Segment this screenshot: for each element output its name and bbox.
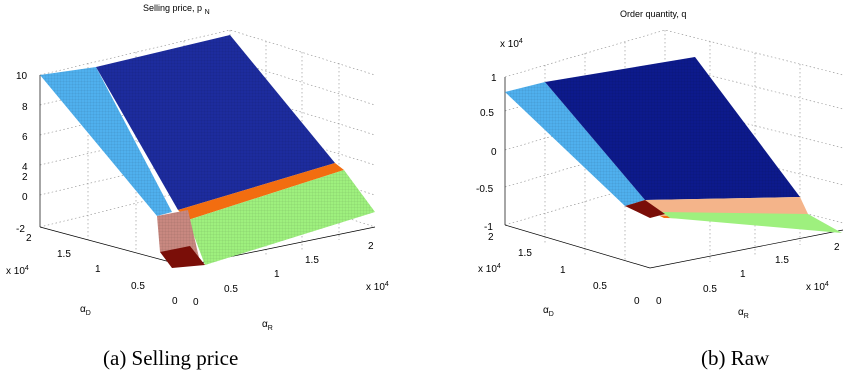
chart-a-caption: (a) Selling price xyxy=(103,346,238,370)
chart-a-z-tick: -2 xyxy=(16,224,25,235)
chart-a-z-tick: 10 xyxy=(16,71,28,82)
chart-a-x-multiplier: x 104 xyxy=(366,281,389,293)
chart-b-y-label: αD xyxy=(543,305,554,318)
chart-a-z-tick: 2 xyxy=(22,172,28,183)
chart-b-title: Order quantity, q xyxy=(620,9,686,19)
chart-b-salmon-region xyxy=(645,197,808,216)
chart-a-title: Selling price, p N xyxy=(143,3,210,16)
chart-a-x-tick: 1 xyxy=(274,269,280,280)
chart-a-x-tick: 0.5 xyxy=(224,284,238,295)
chart-b-x-tick: 0 xyxy=(656,296,662,307)
chart-b-z-ticks: 1 0.5 0 -0.5 -1 xyxy=(476,73,497,233)
chart-a-x-tick: 2 xyxy=(368,241,374,252)
chart-a-x-tick: 0 xyxy=(193,297,199,308)
chart-b-caption: (b) Raw xyxy=(701,346,770,370)
chart-order-quantity: Order quantity, q x 104 1 0.5 0 -0.5 -1 … xyxy=(476,9,844,370)
chart-a-z-tick: 6 xyxy=(22,132,28,143)
chart-b-z-tick: 0 xyxy=(491,147,497,158)
chart-a-y-tick: 0 xyxy=(172,296,178,307)
chart-b-y-tick: 2 xyxy=(488,232,494,243)
chart-a-y-tick: 2 xyxy=(26,233,32,244)
chart-b-z-tick: -1 xyxy=(484,222,493,233)
chart-b-y-ticks: 0 0.5 1 1.5 2 xyxy=(488,232,640,307)
chart-a-y-ticks: 0 0.5 1 1.5 2 xyxy=(26,233,178,307)
chart-a-z-tick: 8 xyxy=(22,102,28,113)
chart-a-dark-red-region xyxy=(160,246,205,268)
chart-b-y-multiplier: x 104 xyxy=(478,263,501,275)
chart-b-x-ticks: 0 0.5 1 1.5 2 xyxy=(656,242,840,307)
chart-a-y-tick: 1.5 xyxy=(57,249,71,260)
chart-selling-price: Selling price, p N 10 8 6 4 2 0 -2 0 0.5… xyxy=(6,3,389,370)
chart-a-z-ticks: 10 8 6 4 2 0 -2 xyxy=(16,71,28,235)
chart-b-y-tick: 1.5 xyxy=(518,248,532,259)
chart-b-x-tick: 1 xyxy=(740,269,746,280)
chart-a-z-tick: 0 xyxy=(22,192,28,203)
chart-a-surface xyxy=(40,35,375,268)
chart-a-y-tick: 1 xyxy=(95,264,101,275)
chart-a-x-ticks: 0 0.5 1 1.5 2 xyxy=(193,241,374,308)
chart-b-z-tick: -0.5 xyxy=(476,184,494,195)
chart-b-y-tick: 1 xyxy=(560,265,566,276)
chart-a-x-tick: 1.5 xyxy=(305,255,319,266)
chart-b-surface xyxy=(505,57,842,233)
chart-b-x-tick: 0.5 xyxy=(703,284,717,295)
chart-b-y-tick: 0.5 xyxy=(593,281,607,292)
chart-b-x-multiplier: x 104 xyxy=(806,281,829,293)
chart-a-y-label: αD xyxy=(80,304,91,317)
chart-b-dark-red-region xyxy=(625,200,665,218)
chart-b-x-tick: 1.5 xyxy=(775,255,789,266)
chart-b-z-tick: 0.5 xyxy=(480,108,494,119)
chart-b-x-tick: 2 xyxy=(834,242,840,253)
chart-a-z-tick: 4 xyxy=(22,162,28,173)
chart-a-orange-region xyxy=(178,163,344,220)
chart-b-x-label: αR xyxy=(738,307,749,320)
chart-a-x-label: αR xyxy=(262,319,273,332)
chart-b-base-axes xyxy=(504,224,844,269)
chart-b-z-multiplier: x 104 xyxy=(500,38,523,50)
chart-a-y-multiplier: x 104 xyxy=(6,265,29,277)
chart-a-title-sub: N xyxy=(205,9,210,16)
chart-b-z-tick: 1 xyxy=(491,73,497,84)
chart-b-green-region xyxy=(662,212,842,233)
chart-a-y-tick: 0.5 xyxy=(131,281,145,292)
chart-b-y-tick: 0 xyxy=(634,296,640,307)
